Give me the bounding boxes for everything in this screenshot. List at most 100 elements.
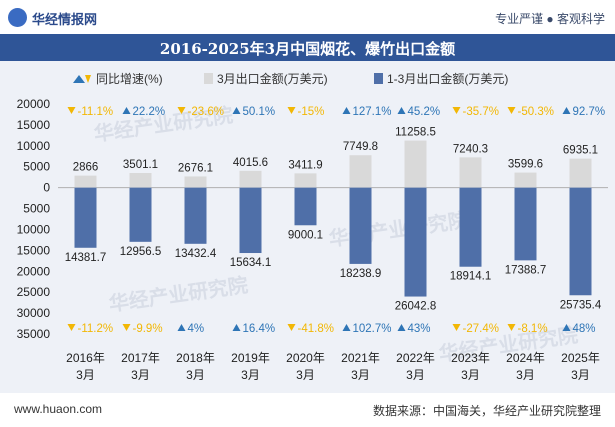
growth-march: 127.1%: [353, 106, 392, 118]
y-tick-label: 10000: [17, 222, 51, 236]
bar-march: [569, 158, 592, 188]
label-march: 3501.1: [123, 159, 158, 171]
x-tick-label-year: 2022年: [396, 351, 435, 365]
growth-up-icon: [562, 107, 571, 114]
bar-q1: [294, 187, 317, 226]
label-q1: 18238.9: [340, 268, 382, 280]
growth-up-icon: [232, 107, 241, 114]
x-tick-label-year: 2021年: [341, 351, 380, 365]
footer: www.huaon.com 数据来源：中国海关，华经产业研究院整理: [0, 393, 615, 427]
y-tick-label: 5000: [23, 160, 50, 174]
bar-march: [349, 155, 372, 188]
y-tick-label: 20000: [17, 97, 51, 111]
growth-down-icon: [67, 324, 76, 331]
growth-up-icon: [232, 324, 241, 331]
growth-up-icon: [342, 107, 351, 114]
growth-q1: -8.1%: [518, 323, 548, 335]
legend-swatch-q1: [374, 73, 383, 84]
legend-down-triangle-icon: [85, 75, 91, 83]
growth-march: 22.2%: [133, 106, 166, 118]
watermark-2: 华经产业研究院: [107, 273, 249, 316]
label-march: 2866: [73, 162, 99, 174]
growth-up-icon: [342, 324, 351, 331]
bar-q1: [129, 187, 152, 242]
bar-march: [239, 170, 262, 188]
growth-q1: 16.4%: [243, 323, 276, 335]
label-march: 7749.8: [343, 141, 378, 153]
label-q1: 17388.7: [505, 264, 547, 276]
growth-down-icon: [287, 107, 296, 114]
growth-march: 92.7%: [573, 106, 606, 118]
growth-up-icon: [397, 107, 406, 114]
x-tick-label-year: 2023年: [451, 351, 490, 365]
x-tick-label-month: 3月: [406, 368, 425, 382]
bar-q1: [349, 187, 372, 264]
bar-march: [74, 175, 97, 188]
y-tick-label: 25000: [17, 285, 51, 299]
x-tick-label-year: 2020年: [286, 351, 325, 365]
label-q1: 12956.5: [120, 246, 162, 258]
growth-q1: 48%: [573, 323, 596, 335]
y-tick-label: 30000: [17, 306, 51, 320]
growth-q1: -41.8%: [298, 323, 334, 335]
growth-q1: 102.7%: [353, 323, 392, 335]
label-q1: 18914.1: [450, 271, 492, 283]
label-q1: 15634.1: [230, 257, 272, 269]
label-march: 3411.9: [288, 159, 322, 171]
legend-swatch-march: [204, 73, 213, 84]
x-tick-label-month: 3月: [131, 368, 150, 382]
bar-march: [459, 157, 482, 188]
x-tick-label-month: 3月: [296, 368, 315, 382]
bar-q1: [514, 187, 537, 261]
label-march: 2676.1: [178, 162, 213, 174]
legend-up-triangle-icon: [73, 75, 85, 83]
x-tick-label-year: 2024年: [506, 351, 545, 365]
watermark-1: 华经产业研究院: [327, 208, 469, 251]
growth-march: -35.7%: [463, 106, 499, 118]
bar-q1: [459, 187, 482, 267]
legend-march: 3月出口金额(万美元): [217, 71, 328, 86]
x-tick-label-year: 2016年: [66, 351, 105, 365]
growth-march: -50.3%: [518, 106, 554, 118]
growth-up-icon: [397, 324, 406, 331]
y-tick-label: 10000: [17, 139, 51, 153]
x-tick-label-month: 3月: [186, 368, 205, 382]
x-tick-label-month: 3月: [351, 368, 370, 382]
bar-q1: [569, 187, 592, 296]
y-tick-label: 15000: [17, 243, 51, 257]
growth-q1: 43%: [408, 323, 431, 335]
label-q1: 26042.8: [395, 301, 437, 313]
x-tick-label-year: 2018年: [176, 351, 215, 365]
bar-q1: [239, 187, 262, 254]
y-tick-label: 20000: [17, 264, 51, 278]
x-tick-label-month: 3月: [571, 368, 590, 382]
bar-march: [404, 140, 427, 188]
growth-q1: -11.2%: [78, 323, 114, 335]
growth-q1: -9.9%: [133, 323, 163, 335]
tagline: 专业严谨 ● 客观科学: [495, 12, 605, 26]
growth-march: 50.1%: [243, 106, 276, 118]
label-march: 7240.3: [453, 143, 488, 155]
x-tick-label-year: 2017年: [121, 351, 160, 365]
growth-down-icon: [287, 324, 296, 331]
bar-march: [184, 176, 207, 188]
bar-march: [129, 172, 152, 188]
x-tick-label-month: 3月: [76, 368, 95, 382]
bar-march: [514, 172, 537, 188]
site-name: 华经情报网: [32, 12, 98, 27]
growth-down-icon: [122, 324, 131, 331]
label-march: 4015.6: [233, 157, 268, 169]
growth-down-icon: [177, 107, 186, 114]
growth-march: -23.6%: [188, 106, 224, 118]
growth-march: 45.2%: [408, 106, 441, 118]
growth-march: -15%: [298, 106, 325, 118]
growth-down-icon: [452, 107, 461, 114]
label-march: 6935.1: [563, 145, 598, 157]
x-tick-label-month: 3月: [461, 368, 480, 382]
y-tick-label: 5000: [23, 202, 50, 216]
legend-growth: 同比增速(%): [96, 72, 163, 86]
growth-q1: 4%: [188, 323, 205, 335]
label-q1: 9000.1: [288, 229, 323, 241]
